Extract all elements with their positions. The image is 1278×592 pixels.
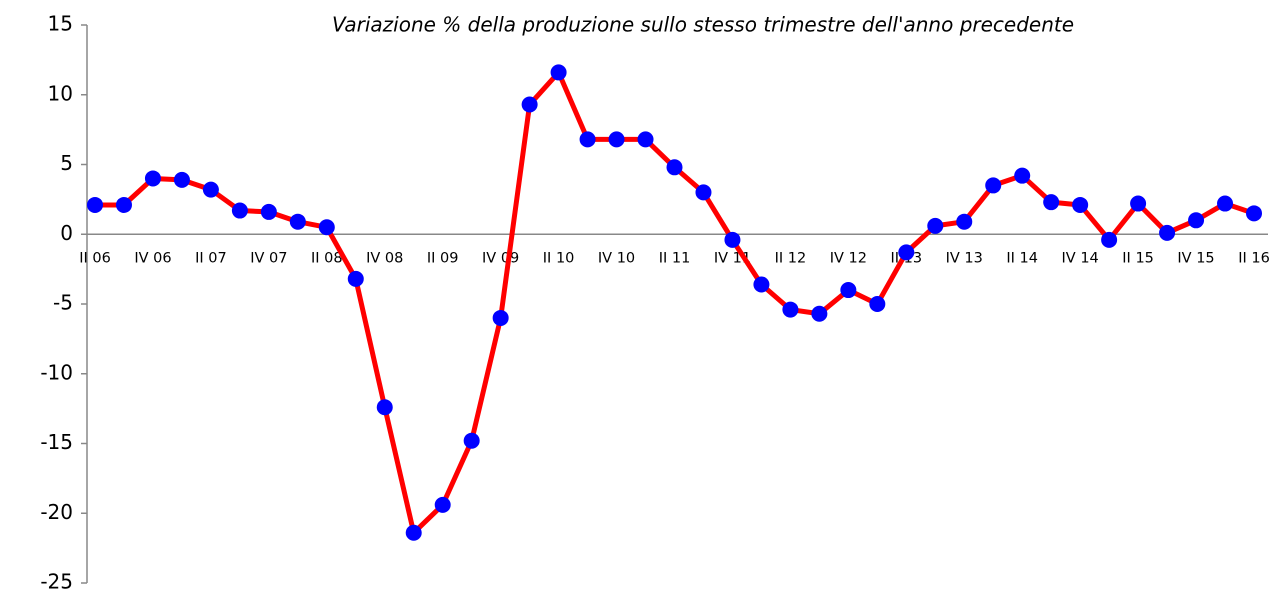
point [666, 159, 683, 176]
x-tick-label: II 15 [1122, 250, 1154, 266]
y-tick-label: -25 [40, 570, 73, 592]
point [1246, 205, 1262, 222]
point [1159, 224, 1176, 241]
point [405, 524, 422, 541]
point [724, 231, 741, 248]
x-tick-label: II 10 [543, 250, 575, 266]
x-tick-label: II 09 [427, 250, 459, 266]
point [869, 296, 886, 312]
point [927, 217, 944, 234]
point [898, 244, 915, 261]
point [231, 202, 248, 219]
x-tick-label: II 07 [195, 250, 227, 266]
point [347, 270, 364, 287]
point [521, 96, 538, 113]
y-tick-label: -20 [40, 500, 73, 524]
x-tick-label: IV 07 [250, 250, 287, 266]
x-tick-label: IV 06 [134, 250, 171, 266]
point [840, 282, 857, 299]
x-tick-label: IV 12 [830, 250, 867, 266]
x-tick-label: II 12 [775, 250, 807, 266]
point [115, 196, 132, 213]
x-tick-label: II 11 [659, 250, 691, 266]
y-tick-label: -5 [53, 291, 73, 315]
point [782, 301, 799, 318]
point [956, 213, 973, 230]
point [202, 181, 219, 198]
x-tick-label: IV 08 [366, 250, 403, 266]
x-tick-label: II 16 [1238, 250, 1270, 266]
point [579, 131, 596, 148]
point [492, 309, 509, 326]
x-tick-label: IV 13 [946, 250, 983, 266]
point [1072, 196, 1089, 213]
line [95, 69, 1255, 536]
point [1130, 195, 1147, 212]
point [289, 213, 306, 230]
chart-subtitle: Variazione % della produzione sullo stes… [332, 13, 1074, 37]
point [173, 171, 190, 188]
point [1043, 194, 1060, 211]
point [1101, 231, 1118, 248]
point [811, 305, 828, 322]
point [87, 196, 103, 213]
point [260, 203, 277, 220]
point [144, 170, 161, 187]
point [695, 184, 712, 201]
point [1188, 212, 1205, 229]
y-tick-label: 0 [60, 221, 73, 245]
point [753, 276, 770, 293]
point [550, 64, 567, 81]
point [985, 177, 1002, 194]
x-tick-label: IV 14 [1062, 250, 1099, 266]
point [463, 432, 480, 449]
y-tick-label: 5 [60, 151, 73, 175]
point [318, 219, 335, 236]
point [1217, 195, 1234, 212]
y-tick-label: -15 [40, 430, 73, 454]
x-tick-label: II 08 [311, 250, 343, 266]
y-tick-label: 10 [48, 81, 73, 105]
x-tick-label: IV 15 [1177, 250, 1214, 266]
x-tick-label: IV 09 [482, 250, 519, 266]
point [637, 131, 654, 148]
x-tick-label: II 14 [1006, 250, 1038, 266]
x-tick-label: IV 10 [598, 250, 635, 266]
y-tick-label: -10 [40, 360, 73, 384]
point [434, 496, 451, 513]
point [376, 399, 393, 416]
point [1014, 167, 1031, 184]
y-tick-label: 15 [48, 12, 73, 36]
x-tick-label: II 06 [79, 250, 111, 266]
point [608, 131, 625, 148]
